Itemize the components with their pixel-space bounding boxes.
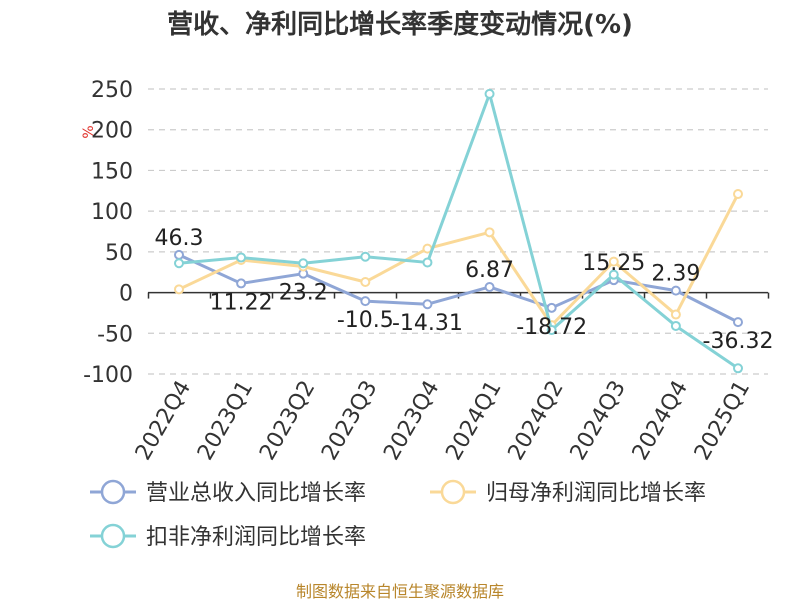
data-point: [484, 88, 495, 99]
x-tick-label: 2025Q1: [690, 377, 755, 465]
y-tick-label: 200: [91, 119, 133, 144]
data-point: [174, 284, 184, 295]
data-point: [484, 227, 495, 238]
series-line-1: [178, 253, 739, 324]
data-label: 46.3: [155, 226, 204, 251]
data-point: [174, 249, 184, 260]
legend-label: 归母净利润同比增长率: [486, 481, 706, 506]
data-point: [174, 258, 184, 269]
data-label: 6.87: [465, 258, 514, 283]
series-lines: [174, 88, 743, 374]
data-point: [546, 302, 557, 313]
x-tick-label: 2024Q4: [628, 377, 693, 465]
x-tick-label: 2023Q3: [317, 377, 382, 465]
source-note: 制图数据来自恒生聚源数据库: [295, 582, 504, 601]
x-tick-label: 2022Q4: [131, 377, 196, 465]
data-label: -10.5: [337, 308, 394, 333]
legend-item-2: 归母净利润同比增长率: [430, 479, 706, 506]
x-tick-label: 2024Q3: [566, 377, 631, 465]
data-point: [484, 281, 495, 292]
series-line-2: [178, 193, 740, 327]
x-tick-label: 2023Q1: [193, 377, 258, 465]
y-tick-label: -50: [97, 322, 133, 347]
y-tick-label: 0: [119, 282, 133, 307]
data-point: [608, 269, 619, 280]
data-point: [422, 299, 433, 310]
data-label: -36.32: [703, 329, 774, 354]
legend-swatch-marker: [100, 479, 126, 505]
x-tick-label: 2024Q2: [504, 377, 569, 465]
data-point: [733, 189, 743, 200]
data-label: 11.22: [210, 290, 273, 315]
data-point: [360, 251, 371, 262]
y-tick-label: 250: [91, 78, 133, 103]
legend-item-1: 营业总收入同比增长率: [90, 479, 366, 506]
legend-label: 扣非净利润同比增长率: [146, 525, 366, 550]
y-tick-label: -100: [83, 363, 133, 388]
data-point: [670, 320, 681, 331]
legend-label: 营业总收入同比增长率: [146, 481, 366, 506]
y-tick-label: 100: [91, 200, 133, 225]
data-point: [733, 363, 743, 374]
x-tick-label: 2024Q1: [441, 377, 506, 465]
data-point: [360, 276, 371, 287]
data-point: [298, 258, 309, 269]
data-point: [422, 257, 433, 268]
data-point: [546, 325, 557, 336]
series-line-3: [178, 92, 739, 370]
data-point: [236, 278, 247, 289]
data-labels: 46.3 11.22 23.2 -10.5-14.31 6.87 -18.72 15.25 2…: [155, 226, 774, 354]
legend-item-3: 扣非净利润同比增长率: [90, 523, 366, 550]
data-point: [670, 285, 681, 296]
legend-swatch-marker: [440, 479, 466, 505]
data-label: 15.25: [582, 251, 645, 276]
x-tick-label: 2023Q2: [255, 377, 320, 465]
grid-lines: [148, 88, 768, 375]
data-point: [236, 252, 247, 263]
y-tick-label: 50: [105, 241, 133, 266]
data-point: [608, 256, 619, 267]
legend-swatch-marker: [100, 523, 126, 549]
data-label: 23.2: [279, 281, 328, 306]
y-axis-unit-label: %: [81, 125, 97, 138]
data-point: [670, 309, 681, 320]
chart-title: 营收、净利同比增长率季度变动情况(%): [167, 10, 633, 40]
data-label: 2.39: [651, 262, 700, 287]
data-point: [733, 317, 743, 328]
x-tick-label: 2023Q4: [379, 377, 444, 465]
data-label: -18.72: [516, 315, 587, 340]
data-point: [360, 296, 371, 307]
data-label: -14.31: [392, 311, 463, 336]
y-tick-label: 150: [91, 159, 133, 184]
